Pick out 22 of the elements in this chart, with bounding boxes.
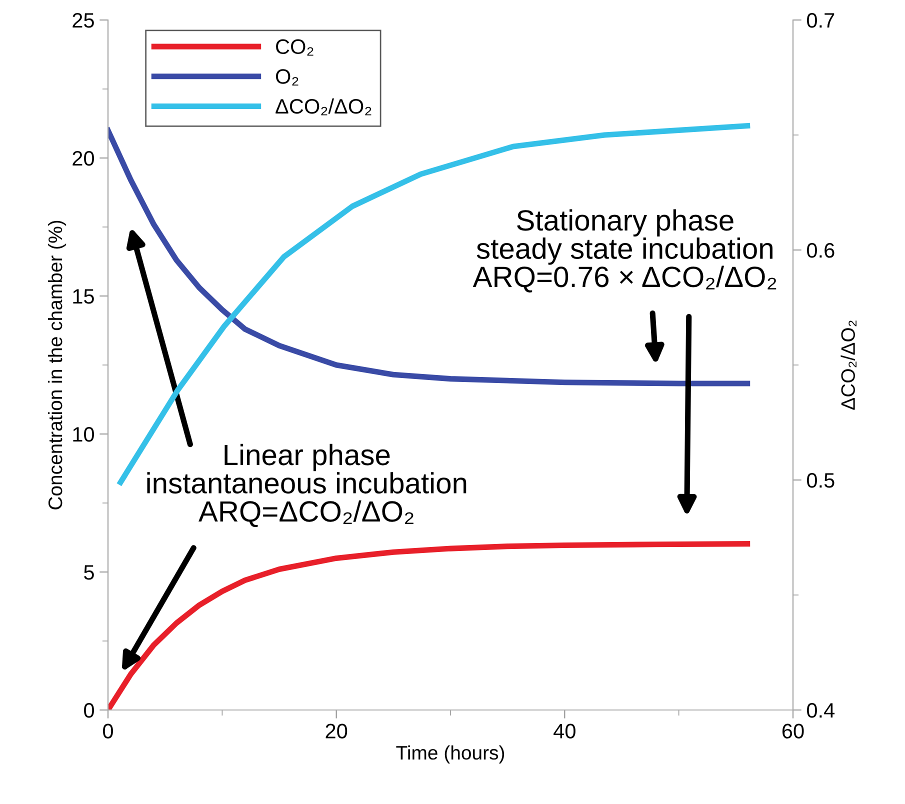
x-tick-label: 20	[326, 724, 348, 738]
annotation: Stationary phase steady state incubation ARQ=0.76 × ΔCO₂/ΔO₂	[472, 209, 776, 292]
x-tick-label: 40	[554, 724, 576, 738]
y2-axis-title: ΔCO₂/ΔO₂	[840, 320, 856, 410]
annotation: Linear phase instantaneous incubation ARQ=ΔCO₂/ΔO₂	[147, 444, 466, 528]
y2-tick-label: 0.4	[807, 703, 835, 718]
legend-label: CO₂	[276, 39, 314, 56]
y-axis-title: Concentration in the chamber (%)	[48, 220, 66, 510]
x-tick-label: 0	[103, 724, 113, 738]
y2-tick-label: 0.5	[807, 473, 834, 488]
y-tick-label: 15	[73, 289, 94, 304]
y2-tick-label: 0.7	[807, 13, 834, 28]
y-tick-label: 10	[73, 427, 94, 442]
y-tick-label: 25	[72, 13, 94, 28]
y-tick-label: 5	[84, 565, 94, 580]
y-tick-label: 0	[84, 703, 94, 718]
x-axis-title: Time (hours)	[396, 745, 504, 764]
y-tick-label: 20	[72, 151, 94, 166]
legend-label: O₂	[276, 69, 298, 86]
y2-tick-label: 0.6	[807, 243, 834, 258]
x-tick-label: 60	[782, 724, 804, 738]
legend-label: ΔCO₂/ΔO₂	[276, 98, 372, 116]
